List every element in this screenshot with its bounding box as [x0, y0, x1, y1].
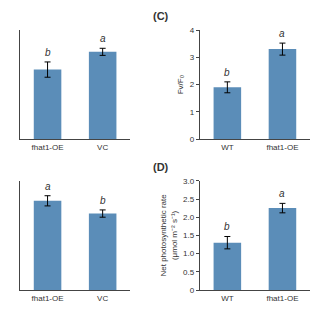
- svg-text:fhat1-OE: fhat1-OE: [32, 143, 64, 152]
- svg-text:3: 3: [190, 53, 195, 62]
- svg-text:WT: WT: [221, 143, 234, 152]
- svg-text:1.5: 1.5: [183, 231, 195, 240]
- svg-text:1: 1: [190, 108, 195, 117]
- svg-text:a: a: [100, 33, 106, 44]
- svg-text:2: 2: [190, 80, 195, 89]
- svg-text:4: 4: [190, 26, 195, 35]
- svg-text:2.5: 2.5: [183, 195, 195, 204]
- svg-text:Fv/F₀: Fv/F₀: [176, 75, 185, 94]
- svg-text:a: a: [279, 28, 285, 39]
- svg-text:Net photosynthetic rate(μmol m: Net photosynthetic rate(μmol m⁻² s⁻¹): [159, 194, 178, 277]
- svg-text:VC: VC: [97, 143, 108, 152]
- svg-text:3.0: 3.0: [183, 177, 195, 186]
- svg-text:0.5: 0.5: [183, 268, 195, 277]
- svg-text:0: 0: [190, 286, 195, 295]
- svg-text:fhat1-OE: fhat1-OE: [266, 294, 298, 303]
- svg-text:1.0: 1.0: [183, 249, 195, 258]
- svg-text:VC: VC: [97, 294, 108, 303]
- svg-text:a: a: [279, 188, 285, 199]
- svg-text:b: b: [224, 67, 230, 78]
- svg-text:(D): (D): [153, 161, 169, 173]
- svg-text:(C): (C): [153, 10, 169, 22]
- svg-text:b: b: [45, 47, 51, 58]
- svg-text:2.0: 2.0: [183, 213, 195, 222]
- svg-text:fhat1-OE: fhat1-OE: [266, 143, 298, 152]
- svg-text:b: b: [100, 195, 106, 206]
- svg-text:b: b: [224, 221, 230, 232]
- svg-text:fhat1-OE: fhat1-OE: [32, 294, 64, 303]
- svg-text:0: 0: [190, 135, 195, 144]
- svg-text:a: a: [45, 181, 51, 192]
- svg-text:WT: WT: [221, 294, 234, 303]
